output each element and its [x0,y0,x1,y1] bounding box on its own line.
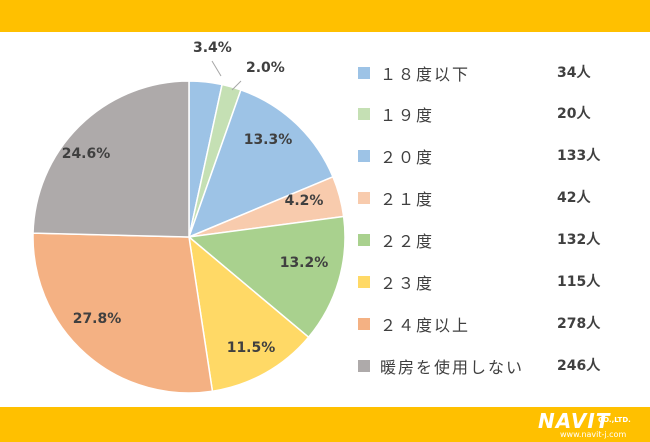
pie-slice-7 [32,232,214,394]
pie-slice-3 [187,88,334,239]
leader-line-1 [211,60,222,77]
legend-count: 20人 [557,106,591,122]
pie-slice-5 [187,215,346,339]
navit-logo: NAVIT CO.,LTD. www.navit-j.com [538,409,646,440]
top-banner [0,0,650,32]
legend-label: １８度以下 [380,65,471,84]
legend-count: 115人 [557,274,601,290]
data-label-7: 27.8% [73,311,122,327]
legend-swatch [358,318,370,330]
legend-swatch [358,276,370,288]
legend-label: 暖房を使用しない [380,358,525,377]
legend-swatch [358,108,370,120]
logo-url: www.navit-j.com [560,430,627,439]
legend-item-8: 暖房を使用しない [358,356,525,377]
data-label-1: 3.4% [193,40,232,56]
legend-count: 34人 [557,65,591,81]
legend-item-3: ２０度 [358,146,435,167]
pie-slice-8 [32,80,190,238]
legend-item-2: １９度 [358,104,435,125]
bottom-banner [0,407,650,442]
legend-swatch [358,67,370,79]
legend-count: 132人 [557,232,601,248]
legend-count: 246人 [557,358,601,374]
legend-item-5: ２２度 [358,230,435,251]
data-label-8: 24.6% [62,146,111,162]
leader-line-2 [231,80,242,91]
legend-label: ２０度 [380,148,435,167]
legend-label: ２４度以上 [380,316,471,335]
data-label-2: 2.0% [246,60,285,76]
data-label-3: 13.3% [244,132,293,148]
pie-slice-6 [187,235,310,393]
legend-swatch [358,192,370,204]
data-label-6: 11.5% [227,340,276,356]
logo-wordmark: NAVIT [538,409,611,433]
legend-item-6: ２３度 [358,272,435,293]
legend-swatch [358,360,370,372]
legend-item-4: ２１度 [358,188,435,209]
legend-swatch [358,234,370,246]
legend-count: 133人 [557,148,601,164]
legend-swatch [358,150,370,162]
legend-label: １９度 [380,106,435,125]
legend-item-7: ２４度以上 [358,314,471,335]
legend-label: ２３度 [380,274,435,293]
logo-company-suffix: CO.,LTD. [598,416,631,424]
legend-count: 42人 [557,190,591,206]
legend-label: ２１度 [380,190,435,209]
data-label-4: 4.2% [285,193,324,209]
pie-chart: 3.4% 2.0% 13.3% 4.2% 13.2% 11.5% 27.8% 24.6% [32,40,346,394]
data-label-5: 13.2% [280,255,329,271]
legend-count: 278人 [557,316,601,332]
legend-label: ２２度 [380,232,435,251]
legend-item-1: １８度以下 [358,63,471,84]
